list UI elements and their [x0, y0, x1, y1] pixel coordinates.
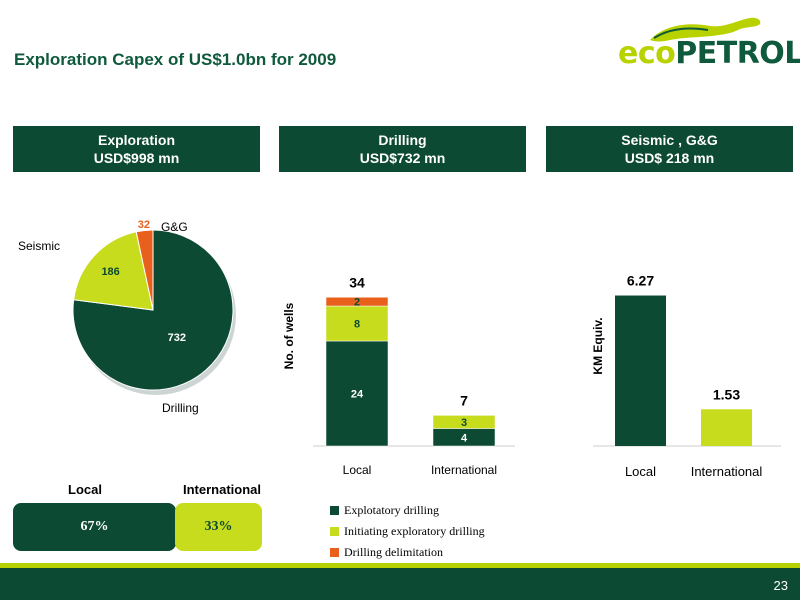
wells-bar-local-series-2: [325, 297, 389, 307]
pie-value-seismic: 186: [101, 266, 119, 278]
wells-ylabel: No. of wells: [282, 302, 296, 369]
footer-stripe: [0, 563, 800, 568]
logo-petrol: PETROL: [675, 36, 800, 71]
pie-label-drilling: Drilling: [162, 401, 199, 415]
iguana-icon: [650, 17, 761, 42]
seismic-bar-local: [615, 295, 666, 446]
drilling-header-title: Drilling: [378, 132, 427, 148]
pie-label-seismic: Seismic: [18, 239, 60, 253]
wells-bar-international-series-1: [432, 415, 496, 429]
exploration-header: Exploration USD$998 mn: [13, 126, 260, 172]
wells-legend: Explotatory drilling Initiating explorato…: [330, 500, 485, 563]
seismic-value-international: 1.53: [713, 386, 740, 402]
wells-total-international: 7: [460, 392, 468, 408]
legend-label: Initiating exploratory drilling: [344, 524, 485, 538]
wells-value-international-series-1: 3: [461, 417, 467, 429]
legend-swatch: [330, 548, 339, 557]
seismic-bar-international: [701, 409, 752, 446]
wells-value-local-series-1: 8: [354, 319, 360, 331]
exploration-header-title: Exploration: [97, 132, 175, 148]
wells-category-international: International: [431, 463, 497, 477]
wells-stacked-bar-chart: No. of wells 24 8 2 34 Local 4 3 7 International: [282, 274, 515, 477]
seismic-header-title: Seismic , G&G: [621, 132, 718, 148]
pie-value-drilling: 732: [168, 332, 186, 344]
wells-value-international-series-0: 4: [461, 432, 468, 444]
logo-eco: eco: [618, 36, 676, 71]
logo-wordmark: ecoPETROL: [618, 36, 800, 71]
legend-label: Explotatory drilling: [344, 503, 439, 517]
seismic-header-amount: USD$ 218 mn: [624, 150, 715, 166]
drilling-header-amount: USD$732 mn: [359, 150, 446, 166]
wells-total-local: 34: [349, 274, 365, 290]
legend-label: Drilling delimitation: [344, 545, 443, 559]
legend-item: Drilling delimitation: [330, 542, 485, 563]
seismic-ylabel: KM Equiv.: [591, 317, 605, 374]
exploration-pie-chart: 732 186 32 Drilling Seismic G&G: [18, 219, 236, 415]
footer-bar: [0, 568, 800, 600]
international-percent-box: 33%: [175, 503, 262, 551]
page-number: 23: [773, 578, 788, 593]
seismic-bar-chart: KM Equiv. 6.27 Local 1.53 International: [591, 273, 781, 479]
legend-swatch: [330, 506, 339, 515]
pie-label-gg: G&G: [161, 220, 188, 234]
local-percent-box: 67%: [13, 503, 176, 551]
seismic-category-local: Local: [625, 464, 656, 479]
pie-slice-seismic: [73, 231, 154, 311]
drilling-header: Drilling USD$732 mn: [279, 126, 526, 172]
legend-item: Explotatory drilling: [330, 500, 485, 521]
wells-category-local: Local: [343, 463, 372, 477]
wells-bar-local-series-1: [325, 305, 389, 342]
international-label: International: [183, 482, 262, 497]
wells-bar-local-series-0: [325, 340, 389, 447]
slide-title: Exploration Capex of US$1.0bn for 2009: [14, 50, 337, 69]
seismic-value-local: 6.27: [627, 273, 654, 289]
pie-value-gg: 32: [138, 219, 150, 231]
seismic-header: Seismic , G&G USD$ 218 mn: [546, 126, 793, 172]
legend-item: Initiating exploratory drilling: [330, 521, 485, 542]
legend-swatch: [330, 527, 339, 536]
seismic-category-international: International: [691, 464, 763, 479]
wells-value-local-series-2: 2: [354, 297, 360, 309]
exploration-header-amount: USD$998 mn: [93, 150, 180, 166]
local-label: Local: [68, 482, 102, 497]
wells-value-local-series-0: 24: [351, 389, 364, 401]
ecopetrol-logo: ecoPETROL: [610, 14, 800, 74]
pie-slice-gg: [135, 229, 154, 311]
